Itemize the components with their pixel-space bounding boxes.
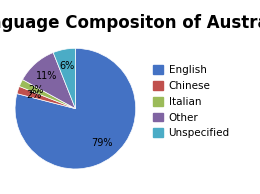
Wedge shape [17,87,75,109]
Wedge shape [15,48,136,169]
Wedge shape [23,53,75,109]
Text: 2%: 2% [28,85,44,95]
Text: 2%: 2% [27,90,42,100]
Legend: English, Chinese, Italian, Other, Unspecified: English, Chinese, Italian, Other, Unspec… [151,63,232,140]
Text: Language Compositon of Australia: Language Compositon of Australia [0,14,260,32]
Wedge shape [53,48,75,109]
Text: 79%: 79% [91,138,113,148]
Wedge shape [19,80,75,109]
Text: 11%: 11% [36,71,57,81]
Text: 6%: 6% [60,61,75,71]
